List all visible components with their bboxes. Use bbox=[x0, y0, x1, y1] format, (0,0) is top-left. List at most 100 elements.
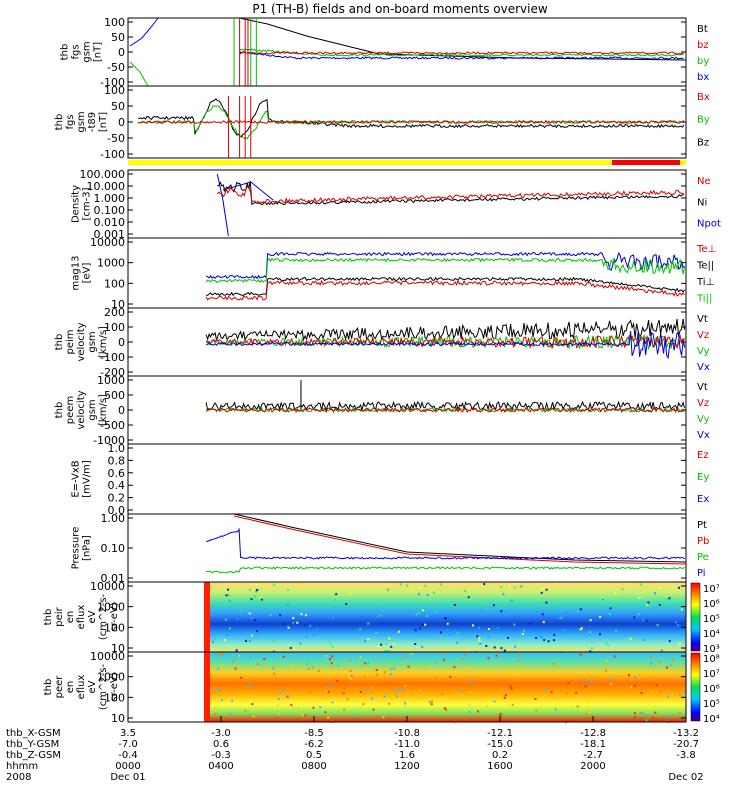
heatmap-cell bbox=[575, 691, 578, 694]
y-axis-label: gsm bbox=[87, 399, 98, 420]
heatmap-cell bbox=[287, 589, 290, 592]
panel-frame bbox=[127, 443, 687, 515]
y-axis-label: -t89 bbox=[87, 112, 98, 132]
heatmap-cell bbox=[273, 640, 276, 643]
heatmap-cell bbox=[305, 662, 308, 665]
x-tick-label: -2.7 bbox=[583, 750, 603, 761]
heatmap-cell bbox=[646, 696, 649, 699]
heatmap-cell bbox=[405, 584, 408, 587]
legend-Pt: Pt bbox=[697, 520, 707, 531]
y-axis-label: peem bbox=[65, 396, 76, 424]
heatmap-cell bbox=[456, 631, 459, 634]
heatmap-cell bbox=[424, 584, 427, 587]
heatmap-cell bbox=[520, 585, 523, 588]
heatmap-cell bbox=[289, 646, 292, 649]
heatmap-cell bbox=[650, 690, 653, 693]
y-axis-label: eV bbox=[87, 610, 98, 623]
heatmap-cell bbox=[644, 713, 647, 716]
heatmap-cell bbox=[589, 619, 592, 622]
heatmap-cell bbox=[510, 599, 513, 602]
y-tick-label: 10000 bbox=[90, 650, 125, 663]
heatmap-cell bbox=[555, 582, 558, 585]
heatmap-cell bbox=[379, 614, 382, 617]
heatmap-cell bbox=[579, 608, 582, 611]
heatmap-cell bbox=[465, 654, 468, 657]
heatmap-cell bbox=[418, 689, 421, 692]
heatmap-cell bbox=[299, 642, 302, 645]
y-axis-label: [km/s] bbox=[98, 326, 109, 358]
heatmap-cell bbox=[377, 645, 380, 648]
heatmap-empty-region bbox=[128, 652, 204, 722]
panel-efield: 1.00.80.60.40.20.0 E=-VxB [mV/m] Ez Ey Ex bbox=[71, 442, 710, 517]
heatmap-field bbox=[204, 652, 686, 722]
panel-peer-eflux: 10⁸ 10⁷ 10⁶ 10⁵ 10⁴ 10000 1000 100 10 thb peer en ef… bbox=[43, 650, 720, 725]
heatmap-cell bbox=[307, 667, 310, 670]
heatmap-cell bbox=[468, 704, 471, 707]
x-tick-label: -3.8 bbox=[676, 750, 696, 761]
colorbar-label: 10⁶ bbox=[703, 599, 720, 610]
legend-Vx: Vx bbox=[697, 430, 710, 441]
y-tick-label: 500 bbox=[104, 389, 125, 402]
heatmap-cell bbox=[327, 690, 330, 693]
heatmap-cell bbox=[231, 699, 234, 702]
heatmap-cell bbox=[334, 598, 337, 601]
heatmap-cell bbox=[251, 703, 254, 706]
heatmap-cell bbox=[335, 593, 338, 596]
y-tick-label: 100 bbox=[104, 277, 125, 290]
heatmap-cell bbox=[667, 685, 670, 688]
trace-te-par bbox=[206, 276, 686, 297]
heatmap-cell bbox=[359, 691, 362, 694]
heatmap-cell bbox=[388, 637, 391, 640]
heatmap-cell bbox=[393, 603, 396, 606]
heatmap-cell bbox=[252, 715, 255, 718]
panel-peir-eflux: 10⁷ 10⁶ 10⁵ 10⁴ 10³ 10000 1000 100 10 thb peir en ef… bbox=[43, 580, 720, 655]
y-tick-label: 10000 bbox=[90, 580, 125, 593]
trace-pb bbox=[233, 515, 687, 565]
x-tick-label: -12.1 bbox=[487, 728, 513, 739]
heatmap-cell bbox=[679, 694, 682, 697]
heatmap-cell bbox=[359, 628, 362, 631]
heatmap-cell bbox=[463, 589, 466, 592]
legend-Vt: Vt bbox=[697, 314, 708, 325]
y-axis-label: Pressure bbox=[71, 527, 82, 570]
heatmap-cell bbox=[478, 636, 481, 639]
y-tick-label: 0.8 bbox=[108, 454, 126, 467]
y-tick-label: 0 bbox=[118, 46, 125, 59]
trace-bx bbox=[129, 17, 159, 47]
heatmap-cell bbox=[383, 670, 386, 673]
heatmap-cell bbox=[303, 623, 306, 626]
heatmap-cell bbox=[375, 673, 378, 676]
x-row-label: thb_Y-GSM bbox=[6, 739, 59, 750]
heatmap-cell bbox=[385, 642, 388, 645]
heatmap-cell bbox=[273, 672, 276, 675]
heatmap-cell bbox=[453, 666, 456, 669]
heatmap-cell bbox=[666, 666, 669, 669]
x-tick-label: 3.5 bbox=[120, 728, 136, 739]
heatmap-cell bbox=[258, 709, 261, 712]
heatmap-cell bbox=[403, 700, 406, 703]
y-tick-label: 50 bbox=[111, 100, 125, 113]
heatmap-cell bbox=[415, 613, 418, 616]
heatmap-cell bbox=[309, 691, 312, 694]
legend-Pb: Pb bbox=[697, 536, 709, 547]
heatmap-cell bbox=[219, 652, 222, 655]
heatmap-cell bbox=[653, 672, 656, 675]
y-tick-label: 0.01 bbox=[101, 572, 126, 585]
y-tick-label: 1000 bbox=[97, 374, 125, 387]
y-axis-label: (cm^2-s- bbox=[98, 593, 109, 640]
y-tick-label: -100 bbox=[100, 76, 125, 89]
x-tick-label: 0.5 bbox=[306, 750, 322, 761]
heatmap-cell bbox=[678, 681, 681, 684]
heatmap-cell bbox=[467, 667, 470, 670]
heatmap-cell bbox=[287, 696, 290, 699]
heatmap-cell bbox=[383, 695, 386, 698]
heatmap-cell bbox=[212, 691, 215, 694]
y-axis-label: [mV/m] bbox=[82, 460, 93, 498]
heatmap-cell bbox=[380, 643, 383, 646]
colorbar-label: 10³ bbox=[703, 644, 720, 655]
heatmap-cell bbox=[312, 633, 315, 636]
x-tick-label: Dec 01 bbox=[110, 772, 145, 783]
heatmap-cell bbox=[633, 616, 636, 619]
x-tick-label: -0.3 bbox=[211, 750, 231, 761]
